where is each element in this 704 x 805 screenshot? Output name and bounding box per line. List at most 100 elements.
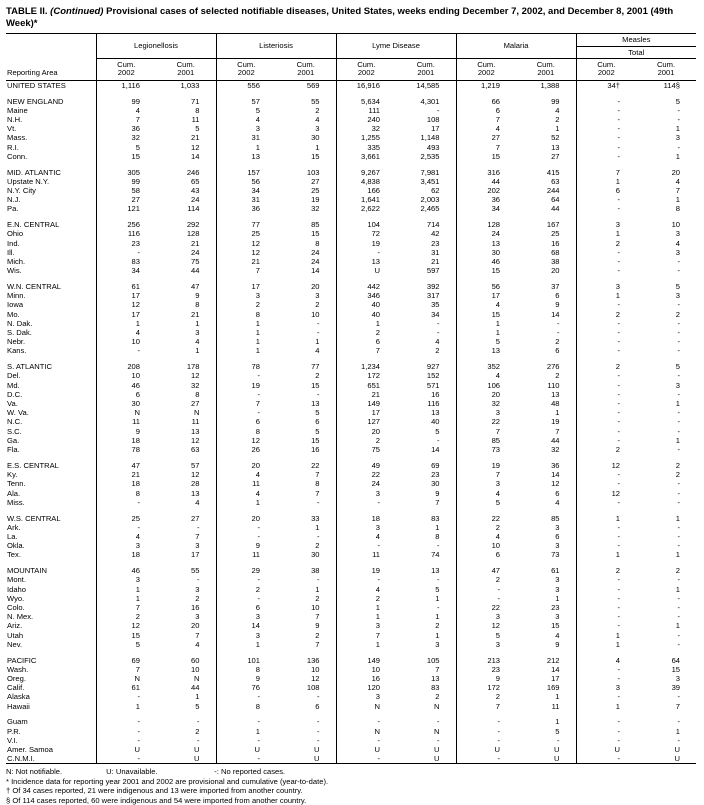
reporting-area-cell: Kans. — [7, 346, 27, 356]
value-cell: 32 — [551, 445, 560, 455]
value-cell: - — [677, 497, 681, 507]
value-cell: - — [436, 318, 440, 328]
spacer-cell — [396, 356, 456, 363]
value-cell: - — [575, 195, 637, 205]
spacer-cell — [636, 507, 696, 514]
spacer-cell — [215, 454, 276, 461]
value-cell: 24 — [311, 257, 320, 267]
value-cell: 23 — [95, 238, 156, 248]
value-cell: 108 — [426, 115, 440, 125]
value-cell: 3 — [675, 247, 681, 257]
value-cell: 38 — [551, 257, 560, 267]
value-cell: - — [455, 584, 517, 594]
value-cell: 15 — [311, 380, 320, 390]
value-cell: - — [196, 735, 200, 745]
value-cell: 47 — [455, 566, 517, 576]
value-cell: 34 — [455, 204, 517, 214]
value-cell: - — [677, 522, 681, 532]
value-cell: 12 — [311, 673, 320, 683]
value-cell: 64 — [551, 195, 560, 205]
reporting-area-cell: Ind. — [7, 238, 20, 248]
value-cell: - — [677, 257, 681, 267]
table-row: R.I. 5 12 1 1 335 493 7 13 - - — [6, 142, 696, 152]
value-cell: 9 — [315, 621, 320, 631]
table-row: Amer. Samoa U U U U U U U U U U — [6, 744, 696, 755]
value-cell: 2 — [335, 593, 397, 603]
value-cell: 152 — [426, 371, 440, 381]
table-row: Fla. 78 63 26 16 75 14 73 32 2 - — [6, 445, 696, 455]
value-cell: 48 — [551, 399, 560, 409]
value-cell: 13 — [431, 408, 440, 418]
value-cell: N — [434, 726, 440, 736]
spacer-row — [6, 506, 696, 514]
value-cell: 19 — [215, 380, 276, 390]
table-row: Ind. 23 21 12 8 19 23 13 16 2 4 — [6, 238, 696, 248]
value-cell: - — [455, 593, 517, 603]
value-cell: - — [677, 389, 681, 399]
table-row: V.I. - - - - - - - - - - — [6, 735, 696, 745]
value-cell: 76 — [215, 683, 276, 693]
value-cell: 1 — [215, 318, 276, 329]
reporting-area-cell: N. Dak. — [7, 318, 33, 328]
reporting-area-cell: Mo. — [7, 309, 20, 319]
value-cell: 7 — [435, 497, 440, 507]
value-cell: 13 — [191, 426, 200, 436]
spacer-cell — [276, 214, 336, 221]
value-cell: 1,641 — [335, 195, 397, 205]
value-cell: 3,661 — [335, 151, 397, 162]
value-cell: 149 — [335, 399, 397, 409]
value-cell: 5 — [675, 362, 681, 372]
reporting-area-cell: W.N. CENTRAL — [7, 282, 62, 292]
value-cell: 927 — [426, 362, 440, 372]
table-row: S.C. 9 13 8 5 20 5 7 7 - - — [6, 426, 696, 436]
value-cell: 14 — [551, 470, 560, 480]
value-cell: 6 — [215, 417, 276, 427]
table-row: MOUNTAIN 46 55 29 38 19 13 47 61 2 2 — [6, 566, 696, 576]
value-cell: - — [95, 754, 156, 764]
reporting-area-cell: Ark. — [7, 522, 21, 532]
value-cell: - — [316, 717, 320, 727]
spacer-cell — [335, 275, 397, 283]
reporting-area-cell: Iowa — [7, 300, 24, 310]
value-cell: 1 — [315, 142, 320, 152]
value-cell: - — [335, 497, 397, 507]
value-cell: 335 — [335, 142, 397, 152]
value-cell: 276 — [546, 362, 560, 372]
value-cell: 12 — [191, 142, 200, 152]
value-cell: 33 — [311, 513, 320, 523]
table-row: Calif. 61 44 76 108 120 83 172 169 3 39 — [6, 683, 696, 693]
column-group-measles: Measles — [575, 33, 697, 47]
spacer-row — [6, 559, 696, 567]
spacer-cell — [156, 90, 216, 97]
value-cell: 20 — [215, 460, 276, 471]
value-cell: 5 — [95, 639, 156, 649]
value-cell: - — [575, 602, 637, 613]
value-cell: 4 — [195, 497, 200, 507]
value-cell: 172 — [335, 371, 397, 381]
value-cell: 4 — [215, 115, 276, 125]
value-cell: 6 — [555, 291, 560, 301]
value-cell: 7 — [215, 399, 276, 409]
spacer-cell — [156, 711, 216, 718]
value-cell: - — [316, 497, 320, 507]
table-row: Ark. - - - 1 3 1 2 3 - - — [6, 522, 696, 532]
value-cell: - — [575, 300, 637, 310]
value-cell: - — [335, 754, 397, 764]
table-row: Maine 4 8 5 2 111 - 6 4 - - — [6, 105, 696, 116]
value-cell: - — [95, 346, 156, 356]
value-cell: 34 — [95, 266, 156, 276]
reporting-area-cell: N.Y. City — [7, 186, 36, 196]
value-cell: 18 — [95, 550, 156, 560]
value-cell: 7 — [315, 639, 320, 649]
legend-no-reported-cases: -: No reported cases. — [214, 767, 286, 777]
value-cell: 1 — [215, 639, 276, 649]
column-group-malaria: Malaria — [455, 33, 577, 59]
value-cell: 15 — [311, 435, 320, 445]
value-cell: - — [316, 531, 320, 541]
value-cell: - — [575, 204, 637, 214]
value-cell: 30 — [455, 247, 517, 258]
value-cell: - — [575, 124, 637, 134]
value-cell: 1 — [95, 701, 156, 711]
reporting-area-cell: Mont. — [7, 575, 26, 585]
value-cell: 1 — [675, 584, 681, 594]
